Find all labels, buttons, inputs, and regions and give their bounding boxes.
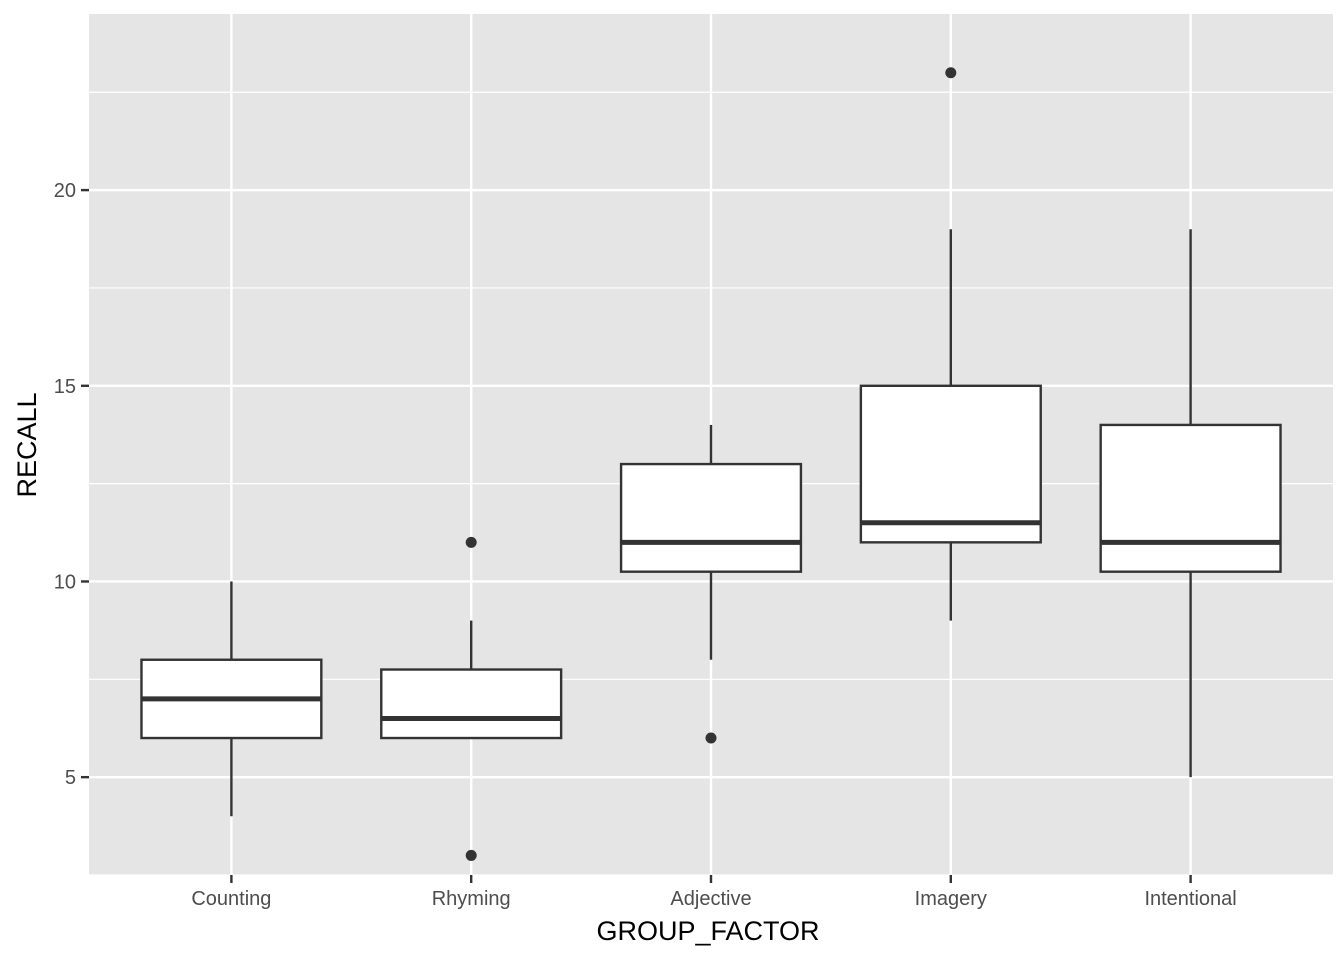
box-iqr [1099, 423, 1282, 573]
outlier-point [945, 67, 957, 79]
box-imagery [859, 67, 1042, 621]
x-axis: Counting Rhyming Adjective Imagery Intention… [191, 875, 1237, 910]
box-iqr [619, 462, 803, 573]
x-tick-label: Rhyming [432, 888, 511, 910]
outlier-point [465, 536, 477, 548]
box-rhyming [380, 536, 563, 861]
y-tick-label: 10 [54, 571, 76, 593]
y-tick-label: 20 [54, 180, 76, 202]
y-tick-label: 15 [54, 376, 76, 398]
box-intentional [1099, 229, 1282, 778]
y-tick-label: 5 [65, 767, 76, 789]
box-iqr [380, 668, 563, 740]
box-iqr [859, 384, 1042, 544]
x-axis-title: GROUP_FACTOR [596, 916, 819, 946]
outlier-point [465, 849, 477, 861]
outlier-point [705, 732, 717, 744]
y-axis-title: RECALL [12, 392, 42, 497]
x-tick-label: Counting [191, 888, 271, 910]
box-adjective [619, 424, 803, 744]
boxplot-series [140, 67, 1282, 861]
x-tick-label: Intentional [1144, 888, 1236, 910]
box-counting [140, 581, 323, 817]
x-tick-label: Adjective [670, 888, 751, 910]
x-tick-label: Imagery [915, 888, 987, 910]
y-axis: 5 10 15 20 [54, 180, 89, 789]
